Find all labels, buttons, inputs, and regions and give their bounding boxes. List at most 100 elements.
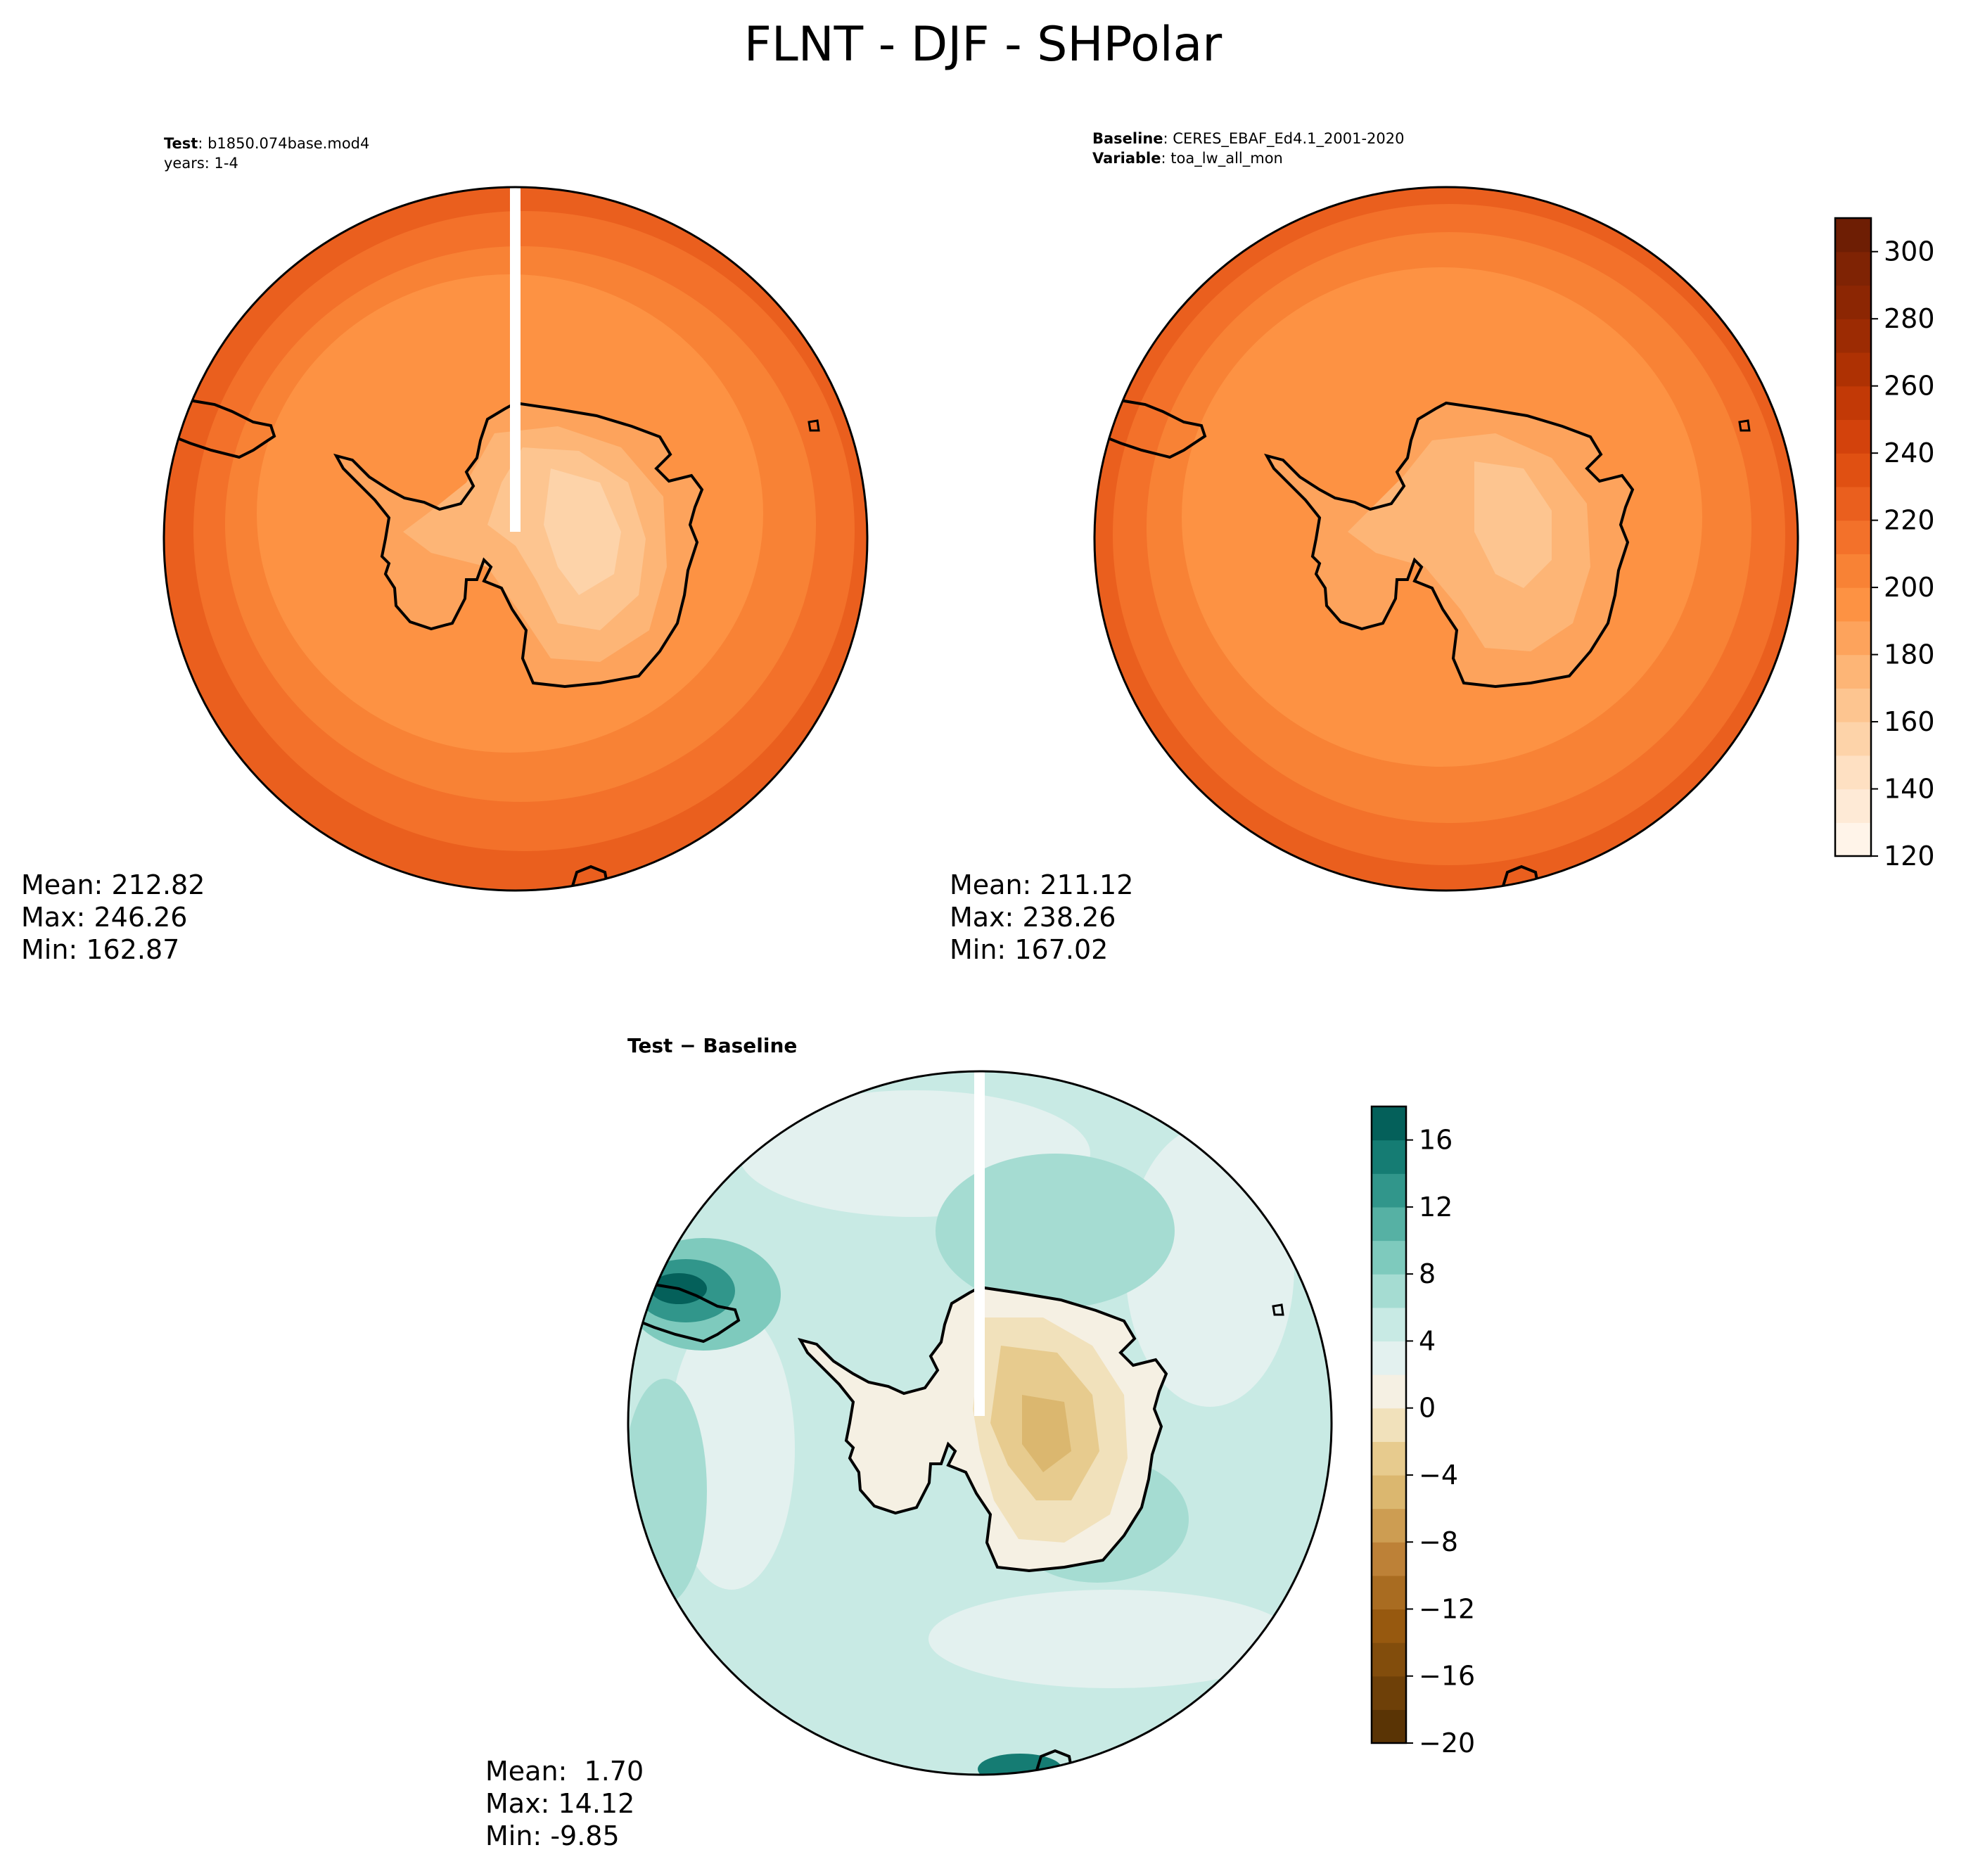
- colorbar-top-tick-label: 120: [1884, 841, 1935, 872]
- colorbar-bottom-tick-label: −8: [1419, 1526, 1458, 1557]
- test-field-plateau-core: [544, 468, 621, 595]
- diff-south-america-coast: [635, 1276, 741, 1344]
- colorbar-top-swatch: [1835, 789, 1871, 823]
- diff-mean-value: 1.70: [575, 1756, 644, 1787]
- colorbar-bottom-tick-label: 0: [1419, 1393, 1436, 1424]
- baseline-field-plateau-core: [1474, 461, 1552, 588]
- diff-island-coast: [1272, 1303, 1284, 1316]
- test-header: Test: b1850.074base.mod4 years: 1-4: [164, 135, 370, 172]
- colorbar-top-swatch: [1835, 587, 1871, 622]
- variable-label: Variable: [1092, 150, 1161, 167]
- colorbar-top-swatch: [1835, 822, 1871, 857]
- colorbar-bottom-swatch: [1372, 1206, 1406, 1242]
- colorbar-bottom-swatch: [1372, 1441, 1406, 1476]
- colorbar-bottom-tick-label: −4: [1419, 1460, 1458, 1491]
- diff-field-negative-peak: [1022, 1395, 1071, 1472]
- baseline-map-border: [1093, 186, 1799, 892]
- diff-data-gap: [974, 1071, 985, 1416]
- baseline-header: Baseline: CERES_EBAF_Ed4.1_2001-2020 Var…: [1092, 130, 1405, 167]
- colorbar-top-tick-label: 200: [1884, 572, 1935, 603]
- colorbar-bottom-swatch: [1372, 1508, 1406, 1543]
- baseline-mean-label: Mean:: [950, 869, 1032, 900]
- test-mean-label: Mean:: [21, 869, 103, 900]
- test-max-value: 246.26: [94, 902, 188, 933]
- test-south-america-coast: [171, 392, 276, 459]
- colorbar-bottom-tick-label: −12: [1419, 1593, 1475, 1624]
- colorbar-top-swatch: [1835, 285, 1871, 319]
- test-stats: Mean: 212.82 Max: 246.26 Min: 162.87: [21, 869, 205, 966]
- baseline-stats: Mean: 211.12 Max: 238.26 Min: 167.02: [950, 869, 1133, 966]
- colorbar-bottom-swatch: [1372, 1240, 1406, 1275]
- diff-map: [627, 1070, 1333, 1776]
- colorbar-top-swatch: [1835, 419, 1871, 454]
- colorbar-top-tick-label: 280: [1884, 303, 1935, 334]
- colorbar-top-tick-label: 220: [1884, 505, 1935, 536]
- variable-name: toa_lw_all_mon: [1170, 150, 1283, 167]
- colorbar-bottom-swatch: [1372, 1676, 1406, 1710]
- colorbar-bottom-swatch: [1372, 1709, 1406, 1744]
- colorbar-top-swatch: [1835, 486, 1871, 521]
- colorbar-top-tick-label: 300: [1884, 236, 1935, 267]
- diff-max-label: Max:: [485, 1788, 550, 1819]
- colorbar-bottom-tick-label: 16: [1419, 1125, 1453, 1156]
- diff-field-high-nz: [978, 1754, 1062, 1775]
- baseline-max-value: 238.26: [1022, 902, 1116, 933]
- colorbar-top-swatch: [1835, 654, 1871, 689]
- colorbar-bottom-swatch: [1372, 1575, 1406, 1610]
- colorbar-bottom-swatch: [1372, 1173, 1406, 1208]
- diff-min-label: Min:: [485, 1820, 542, 1851]
- colorbar-top-tick-label: 240: [1884, 438, 1935, 468]
- colorbar-top-tick-label: 160: [1884, 706, 1935, 737]
- diff-field-patch-south: [928, 1590, 1294, 1688]
- test-label: Test: [164, 135, 198, 152]
- colorbar-bottom-tick-label: −16: [1419, 1661, 1475, 1692]
- colorbar-bottom-swatch: [1372, 1374, 1406, 1409]
- baseline-island-coast: [1738, 419, 1751, 432]
- colorbar-bottom-swatch: [1372, 1609, 1406, 1643]
- diff-stats: Mean: 1.70 Max: 14.12 Min: -9.85: [485, 1755, 644, 1852]
- test-island-coast: [808, 419, 820, 432]
- test-max-label: Max:: [21, 902, 86, 933]
- test-name: b1850.074base.mod4: [208, 135, 370, 152]
- test-min-value: 162.87: [86, 934, 180, 965]
- baseline-mean-value: 211.12: [1040, 869, 1134, 900]
- colorbar-top-swatch: [1835, 520, 1871, 554]
- colorbar-bottom-tick-label: −20: [1419, 1728, 1475, 1759]
- colorbar-top-frame: [1834, 217, 1872, 857]
- colorbar-bottom-swatch: [1372, 1642, 1406, 1677]
- diff-max-value: 14.12: [558, 1788, 635, 1819]
- test-data-gap: [510, 187, 521, 532]
- colorbar-top-swatch: [1835, 218, 1871, 253]
- colorbar-top-tick-label: 140: [1884, 774, 1935, 805]
- figure-title: FLNT - DJF - SHPolar: [743, 17, 1223, 72]
- colorbar-top-swatch: [1835, 554, 1871, 588]
- colorbar-bottom-swatch: [1372, 1341, 1406, 1375]
- colorbar-top-swatch: [1835, 688, 1871, 722]
- test-min-label: Min:: [21, 934, 78, 965]
- colorbar-top-swatch: [1835, 722, 1871, 756]
- test-map: [162, 186, 869, 892]
- colorbar-bottom-swatch: [1372, 1140, 1406, 1174]
- colorbar-top-tick-label: 260: [1884, 371, 1935, 402]
- diff-min-value: -9.85: [550, 1820, 620, 1851]
- diff-mean-label: Mean:: [485, 1756, 568, 1787]
- colorbar-bottom-swatch: [1372, 1474, 1406, 1510]
- test-map-border: [162, 186, 869, 892]
- colorbar-bottom-swatch: [1372, 1274, 1406, 1308]
- diff-panel-title: Test − Baseline: [627, 1034, 798, 1057]
- colorbar-top-swatch: [1835, 352, 1871, 387]
- baseline-label: Baseline: [1092, 130, 1163, 147]
- baseline-south-america-coast: [1102, 392, 1207, 459]
- baseline-name: CERES_EBAF_Ed4.1_2001-2020: [1173, 130, 1405, 147]
- test-years: years: 1-4: [164, 155, 238, 172]
- colorbar-bottom-swatch: [1372, 1106, 1406, 1141]
- baseline-min-value: 167.02: [1014, 934, 1109, 965]
- colorbar-bottom-swatch: [1372, 1307, 1406, 1342]
- colorbar-bottom-tick-label: 8: [1419, 1258, 1436, 1289]
- colorbar-bottom-swatch: [1372, 1542, 1406, 1576]
- colorbar-top-tick-label: 180: [1884, 639, 1935, 670]
- colorbar-top-swatch: [1835, 319, 1871, 353]
- diff-map-border: [627, 1070, 1333, 1776]
- baseline-min-label: Min:: [950, 934, 1007, 965]
